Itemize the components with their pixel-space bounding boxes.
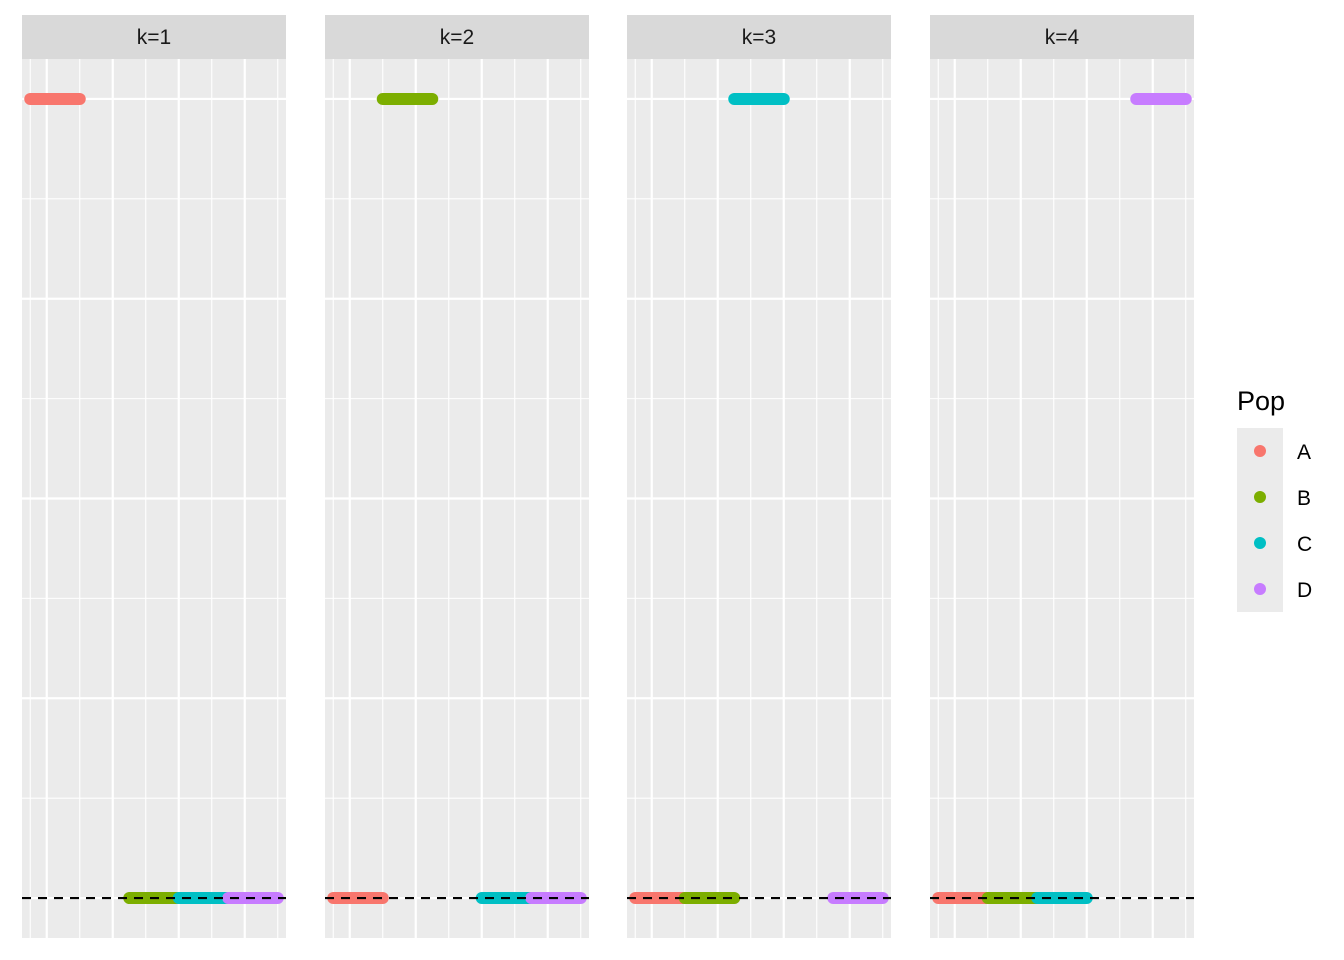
legend-key-A — [1254, 445, 1266, 457]
legend-key-C — [1254, 537, 1266, 549]
legend-label-B: B — [1297, 487, 1311, 510]
legend-key-D — [1254, 583, 1266, 595]
facet-panel-2: k=2 — [325, 15, 589, 938]
facet-strip — [22, 15, 286, 59]
facet-panel-1: k=1 — [22, 15, 286, 938]
facet-panel-3: k=3 — [627, 15, 891, 938]
facet-strip — [930, 15, 1194, 59]
legend-title: Pop — [1237, 386, 1285, 416]
facet-strip-label: k=4 — [1045, 26, 1080, 49]
legend-key-B — [1254, 491, 1266, 503]
facet-strip-label: k=1 — [137, 26, 171, 49]
legend-label-A: A — [1297, 441, 1311, 464]
facet-strip — [325, 15, 589, 59]
facet-strip — [627, 15, 891, 59]
facet-strip-label: k=2 — [440, 26, 474, 49]
legend-label-C: C — [1297, 533, 1312, 556]
legend-label-D: D — [1297, 579, 1312, 602]
facet-panel-4: k=4 — [930, 15, 1194, 938]
facet-strip-label: k=3 — [742, 26, 776, 49]
